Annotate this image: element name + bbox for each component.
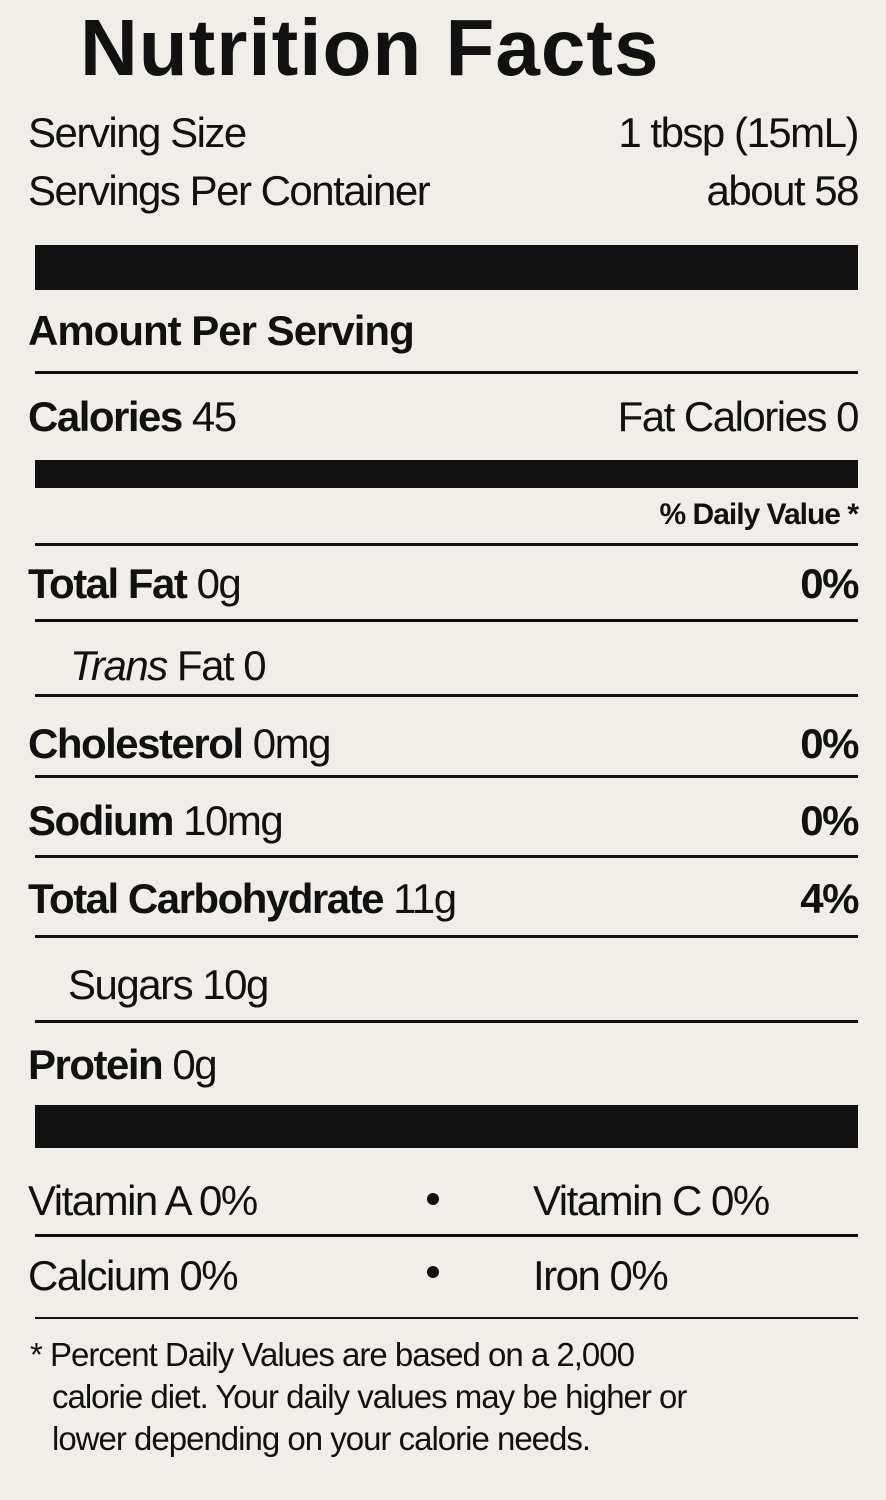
nutrient-row: Sodium 10mg (28, 797, 284, 844)
nutrient-label: Cholesterol (28, 720, 244, 767)
nutrient-label: Fat 0 (176, 642, 267, 689)
nutrient-amount: 0g (172, 1041, 217, 1088)
nutrient-dv: 4% (800, 875, 859, 922)
serving-size-label: Serving Size (28, 109, 247, 156)
nutrient-label-italic: Trans (70, 642, 168, 689)
rule (35, 371, 858, 374)
nutrient-dv: 0% (800, 560, 859, 607)
nutrient-row: Total Carbohydrate 11g (28, 875, 457, 922)
fat-calories: Fat Calories 0 (617, 393, 860, 440)
title: Nutrition Facts (80, 3, 660, 92)
nutrient-row: Trans Fat 0 (70, 642, 267, 689)
footnote-line: lower depending on your calorie needs. (52, 1420, 591, 1457)
footnote-line: * Percent Daily Values are based on a 2,… (30, 1336, 635, 1373)
nutrient-dv: 0% (800, 720, 859, 767)
nutrient-label: Total Carbohydrate (28, 875, 384, 922)
rule (35, 694, 858, 697)
nutrient-row: Cholesterol 0mg (28, 720, 332, 767)
vitamin: Calcium 0% (28, 1252, 239, 1299)
thick-bar (35, 460, 858, 488)
calories-value: 45 (191, 393, 237, 440)
vitamin: Vitamin C 0% (533, 1177, 770, 1224)
serving-size-value: 1 tbsp (15mL) (618, 109, 859, 156)
calories-row: Calories 45 (28, 393, 237, 440)
vitamin: Iron 0% (533, 1252, 669, 1299)
nutrient-dv: 0% (800, 797, 859, 844)
rule (35, 1234, 858, 1237)
rule (35, 1020, 858, 1023)
rule (35, 619, 858, 622)
thick-bar (35, 1105, 858, 1148)
daily-value-header: % Daily Value * (659, 498, 859, 531)
bullet (427, 1193, 439, 1205)
vitamin: Vitamin A 0% (28, 1177, 258, 1224)
nutrient-amount: 10mg (183, 797, 284, 844)
thick-bar (35, 245, 858, 290)
servings-value: about 58 (706, 167, 860, 214)
nutrient-row: Sugars 10g (68, 961, 269, 1008)
rule (35, 543, 858, 546)
rule (35, 935, 858, 938)
servings-label: Servings Per Container (28, 167, 431, 214)
rule (35, 775, 858, 778)
nutrient-row: Protein 0g (28, 1041, 218, 1088)
nutrient-amount: 0mg (252, 720, 332, 767)
nutrient-amount: 0g (196, 560, 242, 607)
calories-label: Calories (28, 393, 183, 440)
nutrient-label: Protein (28, 1041, 164, 1088)
bullet (427, 1266, 439, 1278)
amount-per-serving: Amount Per Serving (28, 307, 415, 354)
footnote-line: calorie diet. Your daily values may be h… (52, 1378, 687, 1415)
nutrient-label: Sodium (28, 797, 175, 844)
nutrient-amount: 11g (393, 875, 457, 922)
nutrient-label: Total Fat (28, 560, 188, 607)
rule (35, 1317, 858, 1319)
rule (35, 855, 858, 858)
nutrient-row: Total Fat 0g (28, 560, 242, 607)
